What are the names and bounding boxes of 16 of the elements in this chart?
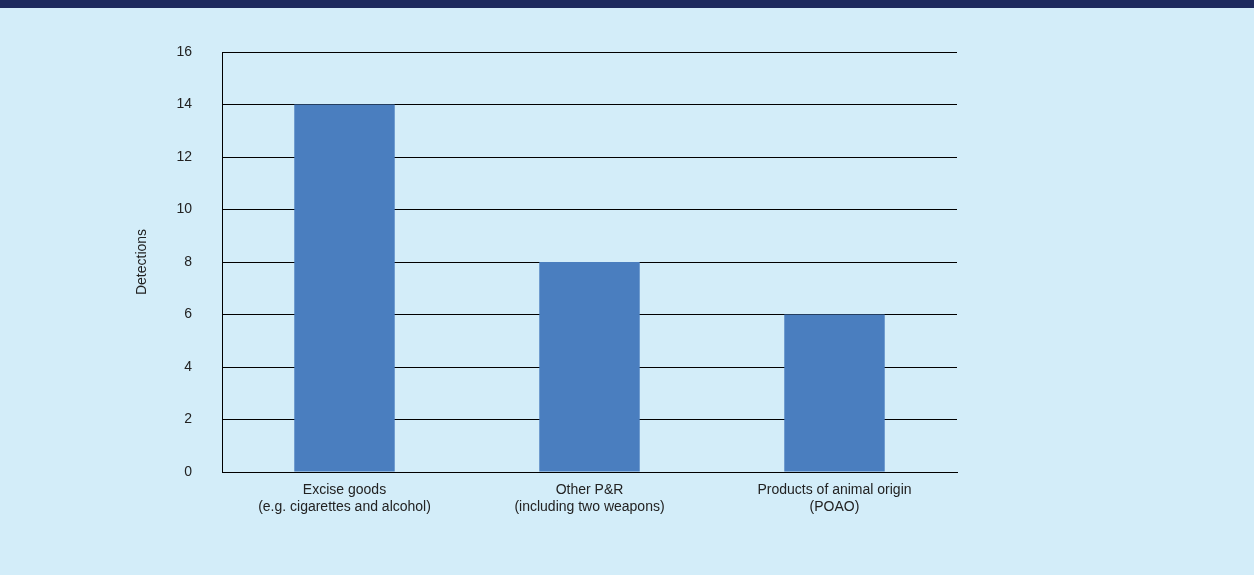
y-tick-label: 2 [184, 410, 193, 427]
x-tick-label: Other P&R (including two weapons) [514, 481, 665, 515]
y-axis-title: Detections [133, 228, 150, 296]
y-tick-label: 4 [184, 357, 193, 374]
y-tick-label: 12 [176, 147, 193, 164]
x-tick-label: Excise goods (e.g. cigarettes and alcohol) [258, 481, 431, 515]
bar [784, 314, 885, 472]
y-tick-label: 6 [184, 305, 193, 322]
y-tick-label: 8 [184, 252, 193, 269]
y-tick-label: 10 [176, 200, 193, 217]
bar [294, 104, 395, 472]
y-tick-label: 0 [184, 462, 193, 479]
y-tick-label: 14 [176, 95, 193, 112]
y-tick-label: 16 [176, 42, 193, 59]
x-tick-label: Products of animal origin (POAO) [757, 481, 912, 515]
bar [539, 262, 640, 472]
